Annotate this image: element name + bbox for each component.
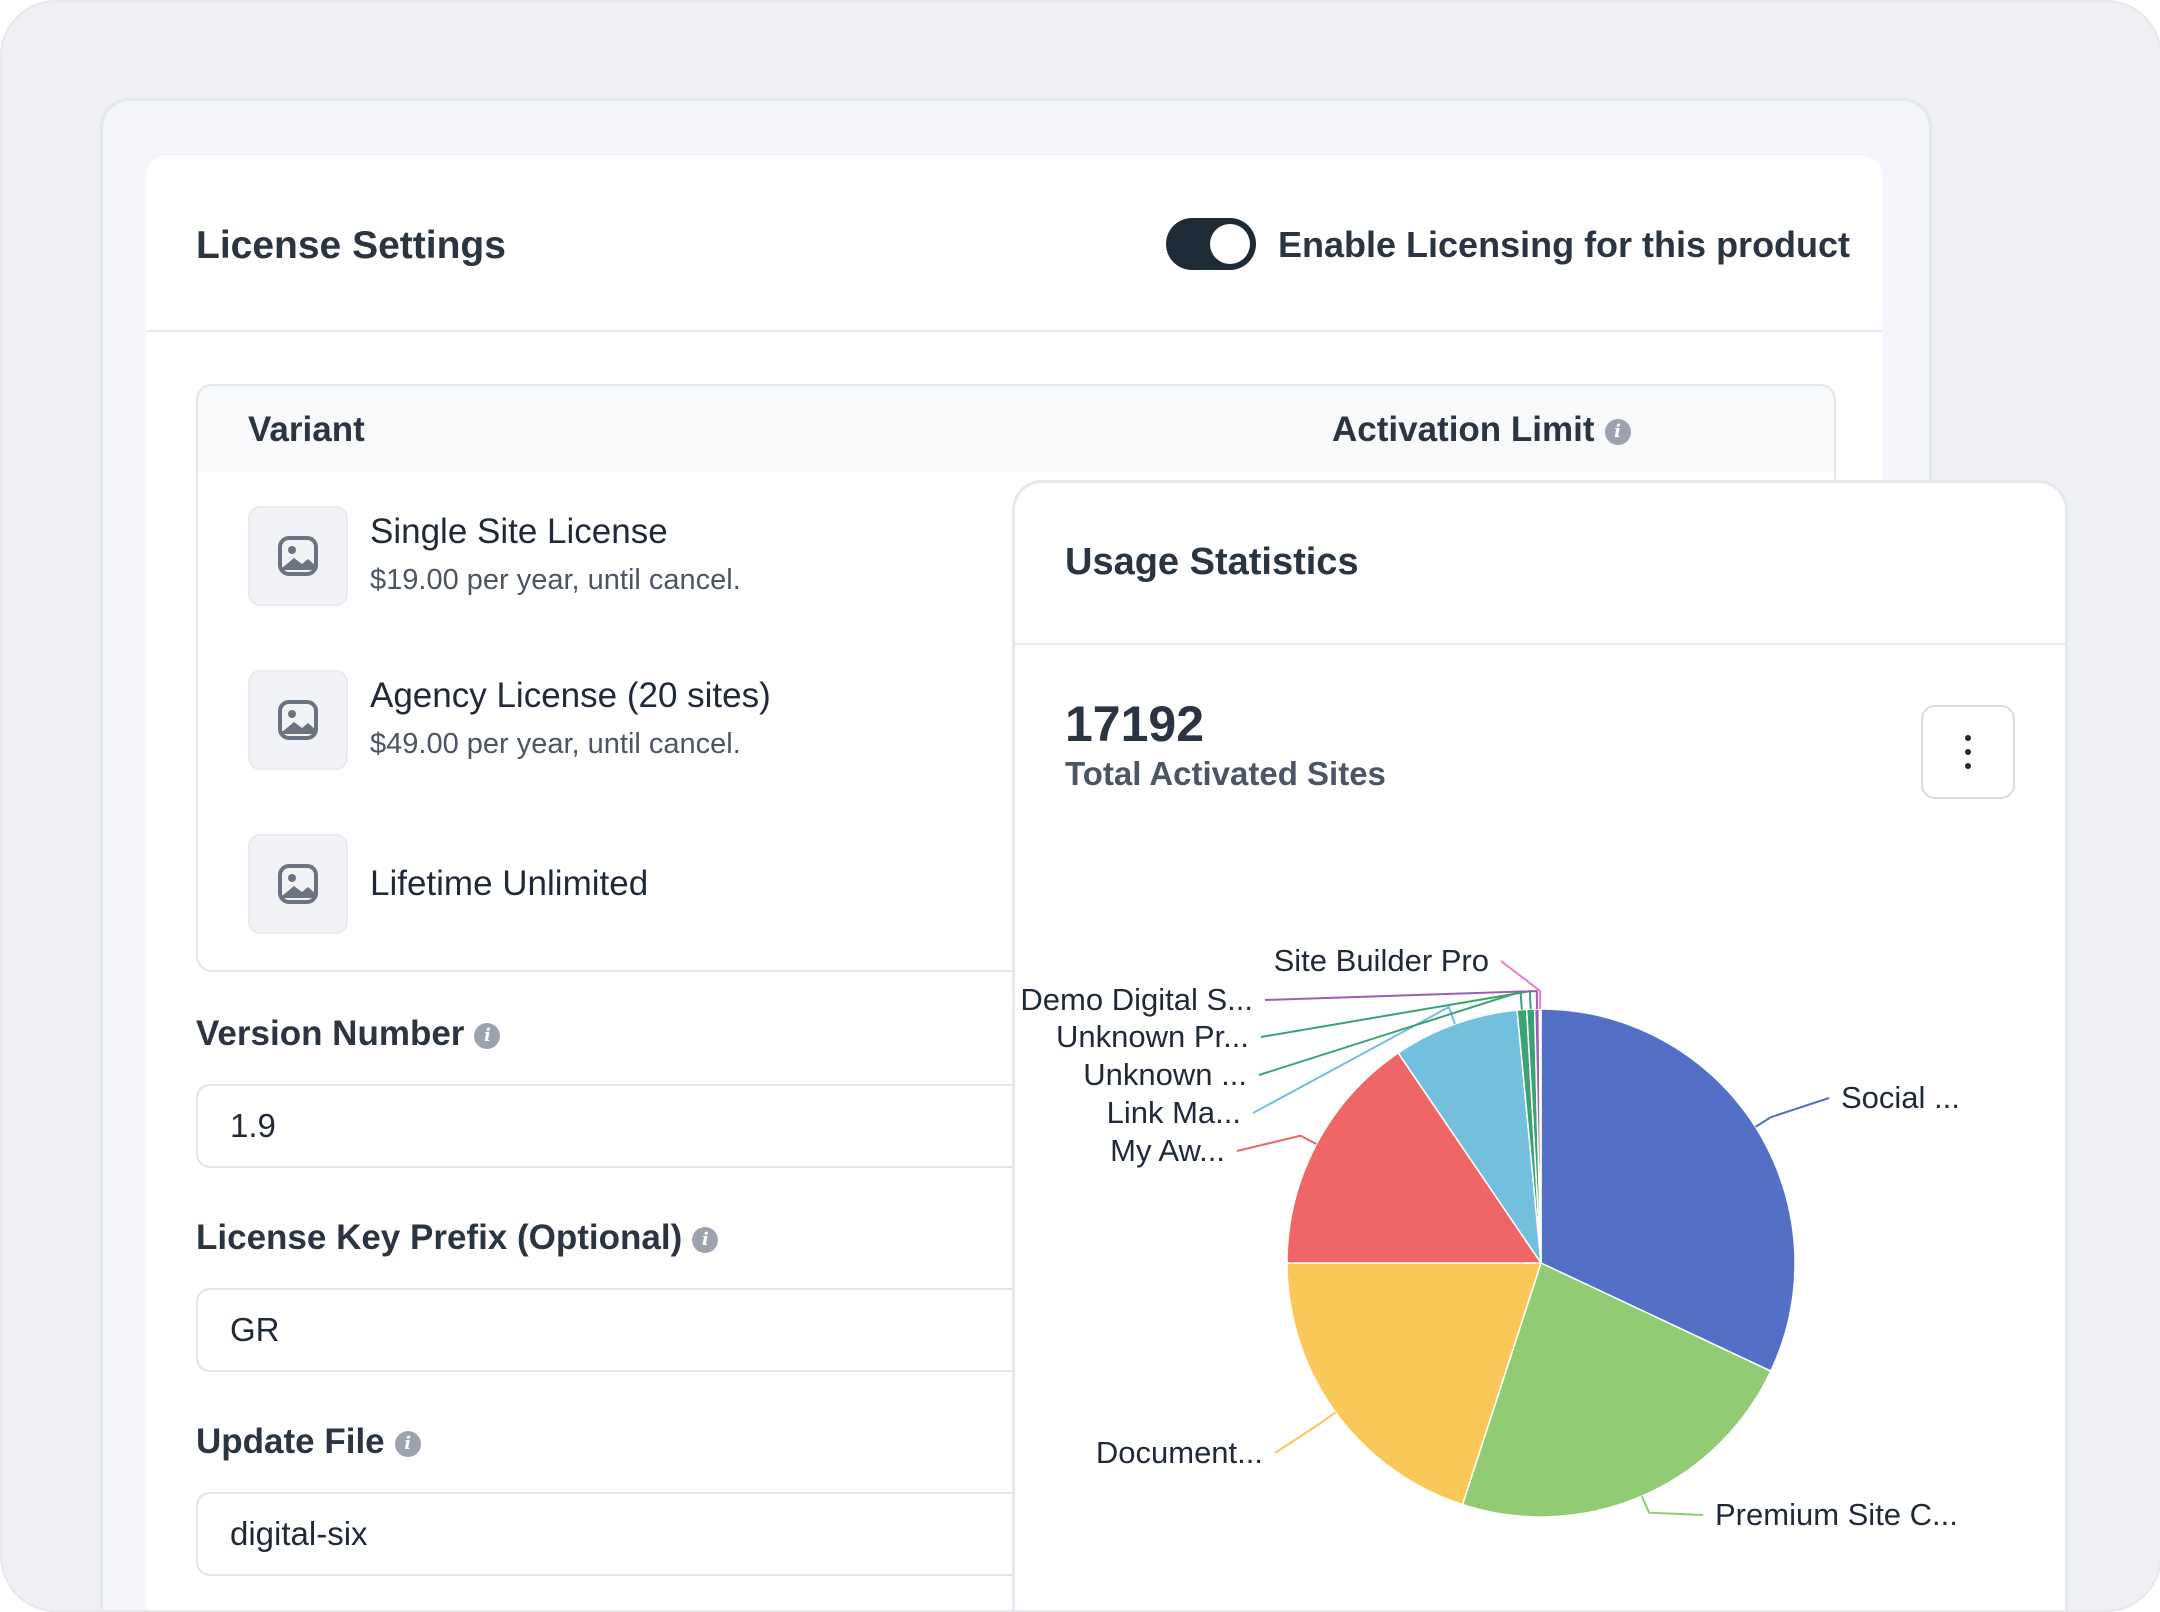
- image-placeholder-icon: [248, 670, 348, 770]
- kebab-dot: [1965, 763, 1971, 769]
- update-file-label: Update File i: [196, 1422, 421, 1462]
- pie-slice[interactable]: [1397, 1009, 1542, 1264]
- enable-licensing-toggle[interactable]: [1166, 218, 1256, 270]
- pie-label: Link Ma...: [1107, 1095, 1241, 1130]
- info-icon[interactable]: i: [474, 1022, 501, 1049]
- column-activation-limit: Activation Limit i: [1332, 410, 1631, 450]
- info-icon[interactable]: i: [1604, 418, 1631, 445]
- variants-table-header: Variant Activation Limit i: [198, 386, 1834, 472]
- column-activation-limit-label: Activation Limit: [1332, 410, 1595, 449]
- variant-row[interactable]: Single Site License $19.00 per year, unt…: [248, 506, 1648, 606]
- variant-row[interactable]: Agency License (20 sites) $49.00 per yea…: [248, 670, 1648, 770]
- update-file-label-text: Update File: [196, 1422, 385, 1461]
- pie-label-leader-line: [1754, 1097, 1830, 1128]
- info-icon[interactable]: i: [394, 1430, 421, 1457]
- variant-name: Single Site License: [370, 512, 668, 551]
- pie-label-leader-line: [1252, 1005, 1456, 1114]
- pie-label: My Aw...: [1110, 1133, 1225, 1168]
- license-key-prefix-label-text: License Key Prefix (Optional): [196, 1218, 683, 1257]
- pie-label-leader-line: [1236, 1134, 1317, 1152]
- version-number-label: Version Number i: [196, 1014, 501, 1054]
- variant-row[interactable]: Lifetime Unlimited: [248, 834, 1648, 934]
- toggle-knob: [1210, 224, 1250, 264]
- pie-label-leader-line: [1274, 1411, 1337, 1454]
- kebab-dot: [1965, 735, 1971, 741]
- pie-label: Demo Digital S...: [1020, 982, 1253, 1017]
- version-number-label-text: Version Number: [196, 1014, 465, 1053]
- pie-label: Unknown ...: [1083, 1057, 1247, 1092]
- pie-label: Unknown Pr...: [1056, 1019, 1249, 1054]
- column-variant: Variant: [248, 410, 365, 449]
- stats-divider: [1015, 643, 2065, 645]
- variant-name: Lifetime Unlimited: [370, 864, 649, 903]
- variant-price: $49.00 per year, until cancel.: [370, 728, 741, 760]
- pie-label: Premium Site C...: [1715, 1497, 1958, 1532]
- pie-label: Social ...: [1841, 1080, 1960, 1115]
- variant-name: Agency License (20 sites): [370, 676, 771, 715]
- usage-statistics-title: Usage Statistics: [1065, 541, 1359, 583]
- kebab-dot: [1965, 749, 1971, 755]
- variant-price: $19.00 per year, until cancel.: [370, 564, 741, 596]
- pie-label-leader-line: [1500, 960, 1542, 1010]
- pie-slice[interactable]: [1286, 1262, 1543, 1506]
- total-activated-label: Total Activated Sites: [1065, 755, 1386, 792]
- image-placeholder-icon: [248, 506, 348, 606]
- total-activated-value: 17192: [1065, 696, 1205, 752]
- image-placeholder-icon: [248, 834, 348, 934]
- usage-pie-chart: Social ... Premium Site C... Document... My…: [1020, 943, 1960, 1532]
- card-divider: [146, 330, 1882, 332]
- license-key-prefix-label: License Key Prefix (Optional) i: [196, 1218, 719, 1258]
- info-icon[interactable]: i: [692, 1226, 719, 1253]
- usage-statistics-card: Usage Statistics 17192 Total Activated S…: [1012, 480, 2068, 1610]
- pie-label: Document...: [1096, 1435, 1263, 1470]
- pie-label-leader-line: [1640, 1495, 1704, 1516]
- pie-label: Site Builder Pro: [1274, 943, 1489, 978]
- pie-slice[interactable]: [1286, 1051, 1543, 1264]
- pie-label-leader-line: [1264, 990, 1539, 1010]
- page-title: License Settings: [196, 224, 506, 267]
- enable-licensing-label: Enable Licensing for this product: [1278, 224, 1851, 265]
- pie-slice[interactable]: [1540, 1008, 1796, 1373]
- kebab-menu-icon[interactable]: [1921, 705, 2015, 799]
